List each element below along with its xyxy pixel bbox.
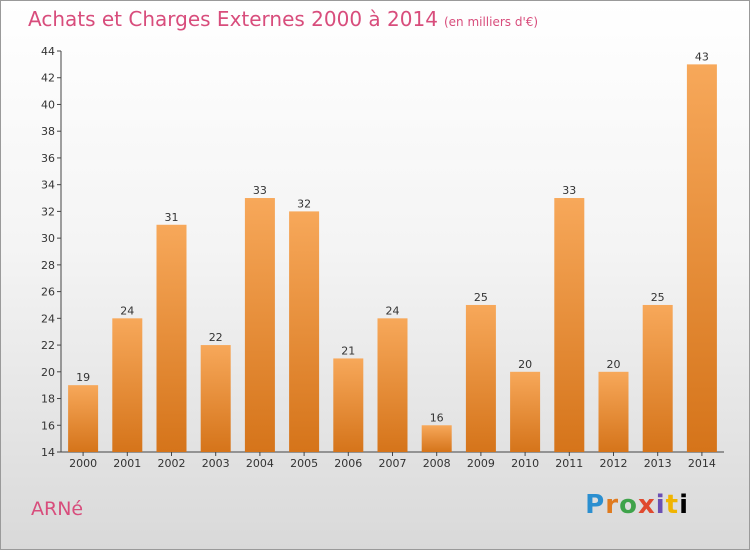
value-label: 22 xyxy=(209,331,223,344)
y-tick-label: 40 xyxy=(41,98,55,111)
bar xyxy=(554,198,585,452)
bar xyxy=(156,224,187,452)
x-tick-label: 2009 xyxy=(467,457,495,470)
x-tick-label: 2007 xyxy=(379,457,407,470)
value-label: 19 xyxy=(76,371,90,384)
bar xyxy=(421,425,452,452)
y-tick-label: 22 xyxy=(41,339,55,352)
unit-text: (en milliers d'€) xyxy=(443,15,539,29)
y-tick-label: 44 xyxy=(41,45,55,58)
bar xyxy=(377,318,408,452)
value-label: 32 xyxy=(297,197,311,210)
x-tick-label: 2008 xyxy=(423,457,451,470)
value-label: 31 xyxy=(165,211,179,224)
value-label: 16 xyxy=(430,411,444,424)
y-tick-label: 18 xyxy=(41,393,55,406)
x-tick-label: 2003 xyxy=(202,457,230,470)
title-text: Achats et Charges Externes 2000 à 2014 xyxy=(28,7,438,31)
y-tick-label: 14 xyxy=(41,446,55,459)
bar xyxy=(289,211,320,452)
value-label: 21 xyxy=(341,344,355,357)
x-tick-label: 2013 xyxy=(644,457,672,470)
y-tick-label: 28 xyxy=(41,259,55,272)
y-tick-label: 30 xyxy=(41,232,55,245)
y-tick-label: 24 xyxy=(41,312,55,325)
value-label: 24 xyxy=(386,304,400,317)
value-label: 43 xyxy=(695,50,709,63)
proxiti-logo: Proxiti xyxy=(585,490,689,520)
y-tick-label: 42 xyxy=(41,72,55,85)
value-label: 33 xyxy=(253,184,267,197)
bar xyxy=(333,358,364,452)
y-tick-label: 38 xyxy=(41,125,55,138)
value-label: 20 xyxy=(607,358,621,371)
y-tick-label: 36 xyxy=(41,152,55,165)
bar xyxy=(642,304,673,452)
x-tick-label: 2006 xyxy=(334,457,362,470)
x-tick-label: 2011 xyxy=(555,457,583,470)
bar xyxy=(112,318,143,452)
chart-title: Achats et Charges Externes 2000 à 2014 (e… xyxy=(28,7,538,31)
bar xyxy=(686,64,717,452)
x-tick-label: 2005 xyxy=(290,457,318,470)
value-label: 25 xyxy=(651,291,665,304)
x-tick-label: 2000 xyxy=(69,457,97,470)
x-tick-label: 2010 xyxy=(511,457,539,470)
value-label: 33 xyxy=(562,184,576,197)
bar xyxy=(244,198,275,452)
y-tick-label: 32 xyxy=(41,205,55,218)
bar xyxy=(598,371,629,452)
y-tick-label: 26 xyxy=(41,286,55,299)
commune-name: ARNé xyxy=(31,498,84,520)
x-tick-label: 2004 xyxy=(246,457,274,470)
y-tick-label: 16 xyxy=(41,419,55,432)
value-label: 25 xyxy=(474,291,488,304)
x-tick-label: 2012 xyxy=(600,457,628,470)
bar xyxy=(510,371,541,452)
bar xyxy=(465,304,496,452)
x-tick-label: 2014 xyxy=(688,457,716,470)
y-tick-label: 20 xyxy=(41,366,55,379)
bar xyxy=(200,345,231,452)
value-label: 20 xyxy=(518,358,532,371)
x-tick-label: 2002 xyxy=(158,457,186,470)
bar xyxy=(68,385,99,452)
value-label: 24 xyxy=(120,304,134,317)
x-tick-label: 2001 xyxy=(113,457,141,470)
y-tick-label: 34 xyxy=(41,179,55,192)
